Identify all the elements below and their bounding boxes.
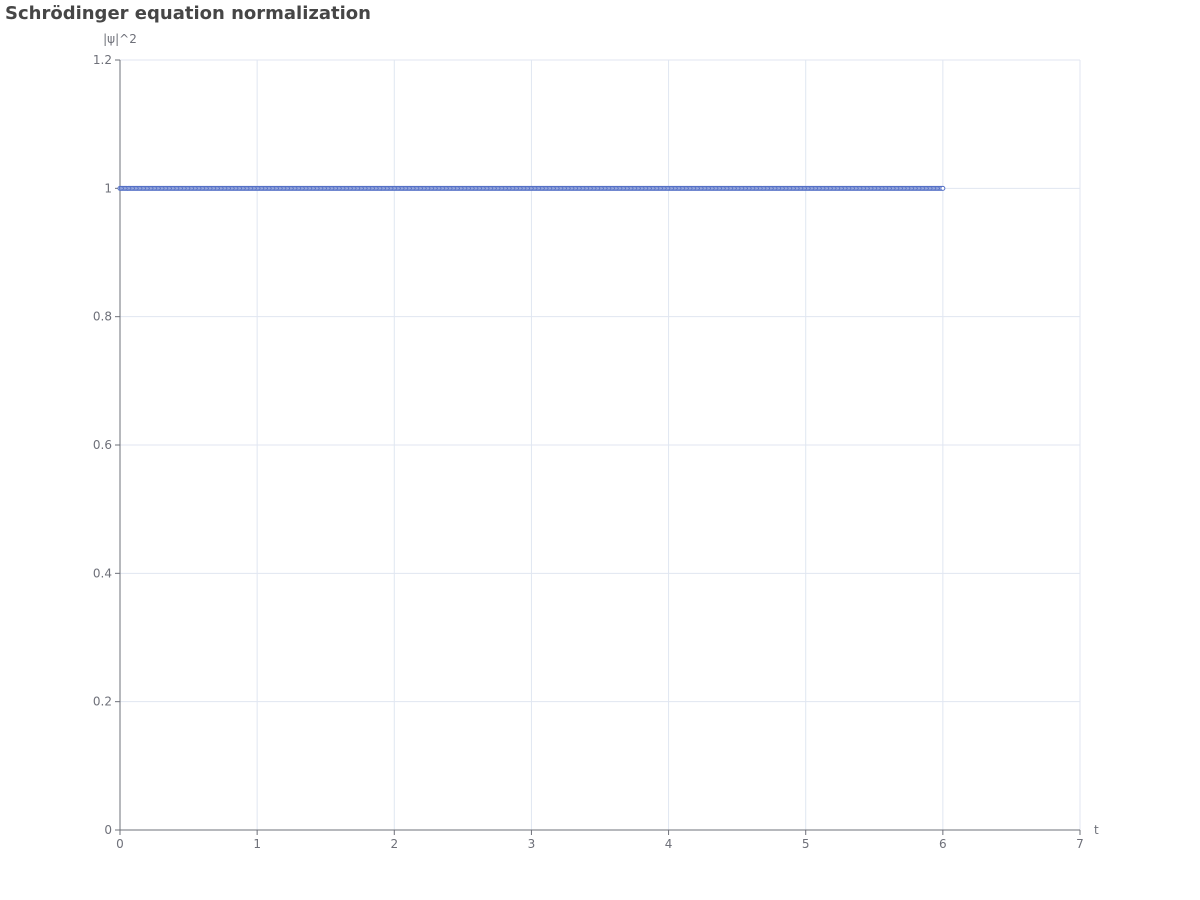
x-tick-label: 1 [253,837,261,851]
x-tick-label: 2 [390,837,398,851]
x-tick-label: 7 [1076,837,1084,851]
x-tick-label: 6 [939,837,947,851]
y-axis-ticks: 0 0.2 0.4 0.6 0.8 1 1.2 [93,53,120,837]
series-0 [117,185,946,191]
series-layer [117,185,946,191]
y-tick-label: 1.2 [93,53,112,67]
y-tick-label: 0.6 [93,438,112,452]
y-axis-label: |ψ|^2 [103,32,137,46]
grid [120,59,1081,830]
x-axis-label: t [1094,823,1099,837]
y-tick-label: 0.2 [93,695,112,709]
x-tick-label: 5 [802,837,810,851]
x-tick-label: 4 [665,837,673,851]
x-axis-ticks: 0 1 2 3 4 5 6 7 [116,830,1084,851]
chart-title: Schrödinger equation normalization [5,3,371,24]
x-tick-label: 0 [116,837,124,851]
y-tick-label: 0 [104,823,112,837]
y-tick-label: 0.4 [93,566,112,580]
x-tick-label: 3 [528,837,536,851]
y-tick-label: 1 [104,181,112,195]
y-tick-label: 0.8 [93,310,112,324]
data-point[interactable] [940,185,946,191]
